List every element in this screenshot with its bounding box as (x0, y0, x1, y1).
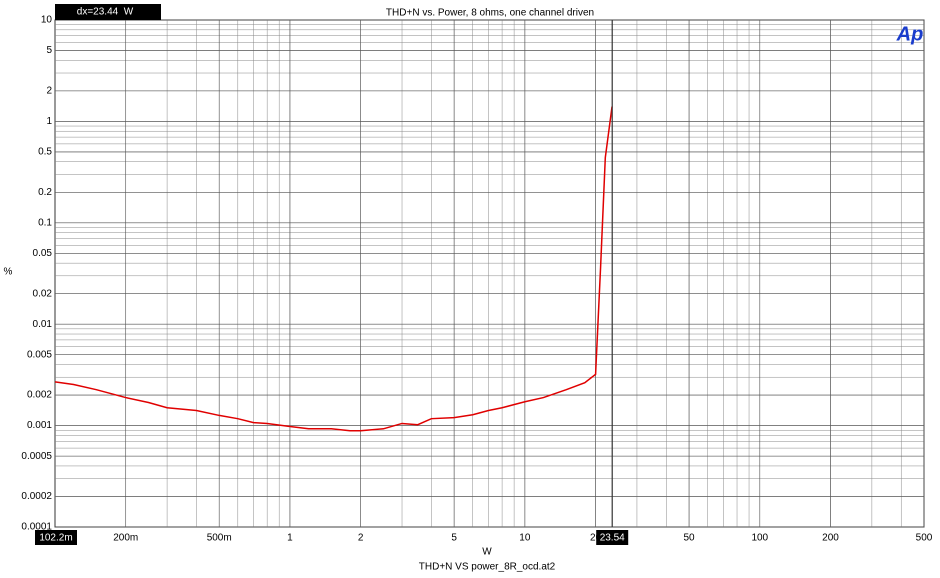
cursor-readout: 102.2m (39, 533, 72, 544)
y-tick-label: 0.01 (33, 319, 53, 330)
y-tick-label: 5 (46, 45, 52, 56)
cursor-delta: dx=23.44 W (77, 7, 134, 18)
y-tick-label: 0.1 (38, 217, 52, 228)
y-tick-label: 0.0002 (21, 491, 52, 502)
cursor-readout-box (35, 530, 77, 545)
chart-title: THD+N vs. Power, 8 ohms, one channel dri… (386, 8, 594, 19)
y-tick-label: 0.0005 (21, 451, 52, 462)
logo: Ap (896, 23, 924, 45)
x-tick-label: 50 (684, 533, 696, 544)
x-tick-label: 500m (207, 533, 232, 544)
y-tick-label: 0.5 (38, 147, 52, 158)
cursor-delta-box (55, 4, 161, 20)
y-tick-label: 0.05 (33, 248, 53, 259)
y-tick-label: 1 (46, 116, 52, 127)
y-tick-label: 0.005 (27, 349, 52, 360)
data-line (54, 106, 613, 432)
y-tick-label: 0.02 (33, 288, 53, 299)
cursor-readout: 23.54 (600, 533, 625, 544)
x-tick-label: 2 (358, 533, 364, 544)
y-axis-label: % (4, 267, 13, 278)
x-tick-label: 500 (916, 533, 933, 544)
y-tick-label: 2 (46, 86, 52, 97)
y-tick-label: 0.2 (38, 187, 52, 198)
cursor-readout-box (596, 530, 629, 545)
plot-area (54, 19, 925, 528)
x-tick-label: 100 (751, 533, 768, 544)
y-tick-label: 0.002 (27, 390, 52, 401)
x-tick-label: 20 (590, 533, 602, 544)
x-tick-label: 5 (451, 533, 457, 544)
footer: THD+N VS power_8R_ocd.at2 (419, 562, 556, 573)
y-tick-label: 0.001 (27, 420, 52, 431)
x-tick-label: 1 (287, 533, 293, 544)
x-axis-label: W (482, 547, 492, 558)
x-tick-label: 200m (113, 533, 138, 544)
x-tick-label: 200 (822, 533, 839, 544)
y-tick-label: 10 (41, 15, 53, 26)
x-tick-label: 10 (519, 533, 531, 544)
y-tick-label: 0.0001 (21, 522, 52, 533)
